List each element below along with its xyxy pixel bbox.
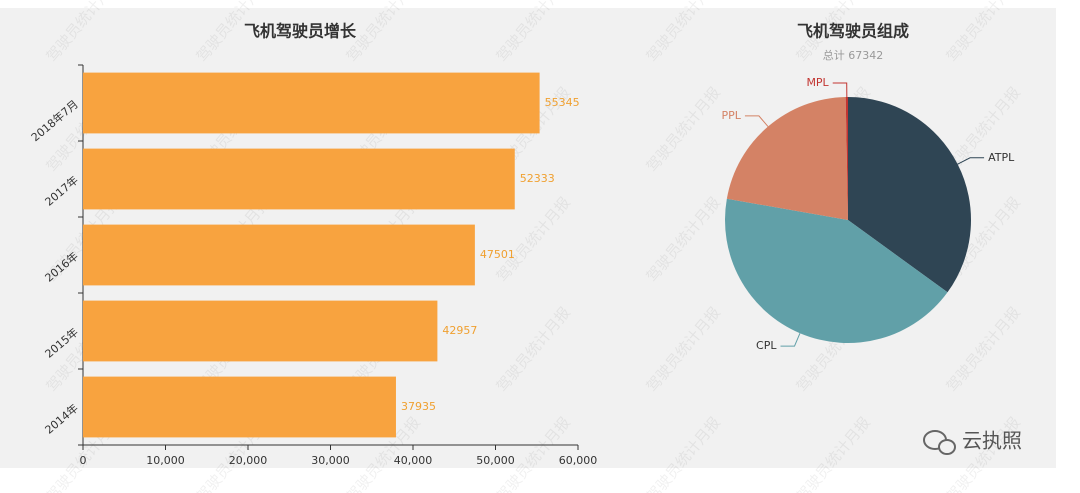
label-line (957, 157, 985, 165)
slice-label: ATPL (988, 151, 1015, 164)
pie-chart-subtitle: 总计 67342 (823, 48, 884, 62)
slice-label: MPL (806, 76, 829, 89)
bar (83, 376, 396, 438)
x-tick-label: 60,000 (559, 454, 598, 467)
bar (83, 72, 540, 134)
x-tick-label: 50,000 (476, 454, 515, 467)
x-tick-label: 20,000 (229, 454, 268, 467)
x-tick-label: 0 (80, 454, 87, 467)
brand-logo: 云执照 (923, 429, 1022, 455)
x-tick-label: 10,000 (146, 454, 185, 467)
bar (83, 224, 475, 286)
pie-slice (724, 198, 948, 344)
pie-slice (845, 97, 848, 220)
bar-chart-title: 飞机驾驶员增长 (244, 22, 357, 41)
slice-label: PPL (722, 109, 742, 122)
value-label: 55345 (545, 96, 580, 109)
bar (83, 148, 515, 210)
slice-label: CPL (756, 339, 777, 352)
value-label: 47501 (480, 248, 515, 261)
label-line (832, 82, 848, 98)
label-line (744, 115, 769, 127)
brand-text: 云执照 (962, 429, 1022, 453)
value-label: 42957 (442, 324, 477, 337)
pie-slice (726, 97, 848, 220)
x-tick-label: 40,000 (394, 454, 433, 467)
x-tick-label: 30,000 (311, 454, 350, 467)
pie-chart-title: 飞机驾驶员组成 (797, 22, 909, 41)
bar (83, 300, 438, 362)
pie-slice (848, 97, 971, 293)
brand-icon (938, 439, 956, 455)
value-label: 37935 (401, 400, 436, 413)
label-line (780, 333, 801, 347)
value-label: 52333 (520, 172, 555, 185)
